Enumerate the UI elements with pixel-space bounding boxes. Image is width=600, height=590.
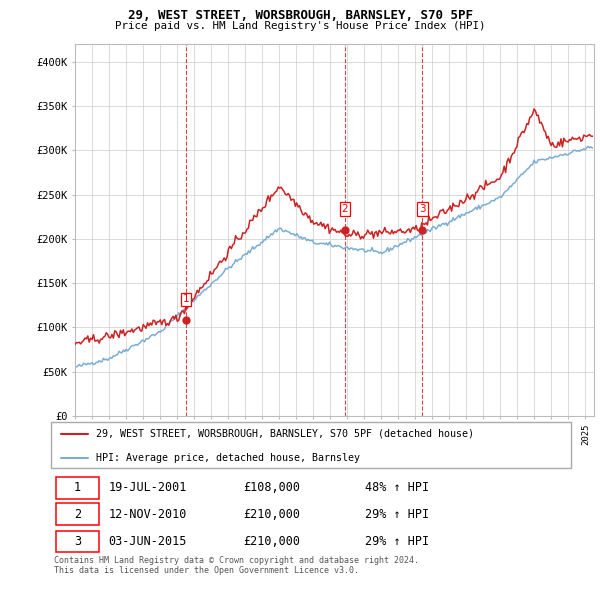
Text: 29, WEST STREET, WORSBROUGH, BARNSLEY, S70 5PF (detached house): 29, WEST STREET, WORSBROUGH, BARNSLEY, S…: [95, 429, 473, 439]
Text: 48% ↑ HPI: 48% ↑ HPI: [365, 481, 429, 494]
Text: 03-JUN-2015: 03-JUN-2015: [109, 535, 187, 548]
Text: 19-JUL-2001: 19-JUL-2001: [109, 481, 187, 494]
Text: Contains HM Land Registry data © Crown copyright and database right 2024.
This d: Contains HM Land Registry data © Crown c…: [54, 556, 419, 575]
Text: 3: 3: [74, 535, 81, 548]
Text: 1: 1: [183, 294, 190, 304]
Text: 29, WEST STREET, WORSBROUGH, BARNSLEY, S70 5PF: 29, WEST STREET, WORSBROUGH, BARNSLEY, S…: [128, 9, 473, 22]
Text: Price paid vs. HM Land Registry's House Price Index (HPI): Price paid vs. HM Land Registry's House …: [115, 21, 485, 31]
Text: 29% ↑ HPI: 29% ↑ HPI: [365, 535, 429, 548]
Text: HPI: Average price, detached house, Barnsley: HPI: Average price, detached house, Barn…: [95, 453, 359, 463]
Text: 2: 2: [74, 508, 81, 521]
FancyBboxPatch shape: [56, 530, 99, 552]
Text: 2: 2: [342, 204, 349, 214]
Text: £210,000: £210,000: [244, 535, 301, 548]
FancyBboxPatch shape: [56, 477, 99, 499]
Text: £108,000: £108,000: [244, 481, 301, 494]
FancyBboxPatch shape: [56, 503, 99, 525]
Text: 1: 1: [74, 481, 81, 494]
Text: 29% ↑ HPI: 29% ↑ HPI: [365, 508, 429, 521]
Text: 3: 3: [419, 204, 426, 214]
Text: £210,000: £210,000: [244, 508, 301, 521]
Text: 12-NOV-2010: 12-NOV-2010: [109, 508, 187, 521]
FancyBboxPatch shape: [50, 422, 571, 468]
